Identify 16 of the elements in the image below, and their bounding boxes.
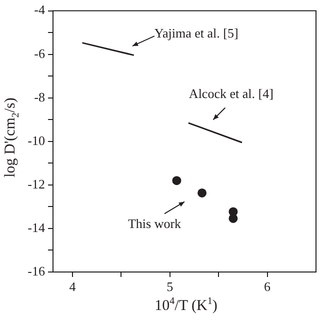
annotation: Yajima et al. [5] [154, 25, 238, 40]
y-tick-label: -8 [34, 89, 45, 104]
y-tick-label: -16 [28, 263, 46, 278]
y-tick-label: -12 [28, 176, 45, 192]
annotation: Alcock et al. [4] [188, 86, 274, 102]
y-tick-label: -6 [34, 46, 46, 61]
x-tick-label: 5 [166, 279, 174, 294]
y-tick-label: -10 [28, 132, 45, 148]
y-tick-label: -4 [34, 2, 46, 18]
x-axis-title: 10$^{4}$/T (K$^{1}$) [154, 296, 218, 315]
annotation: This work [128, 216, 182, 232]
point [172, 176, 182, 186]
x-tick-label: 4 [69, 279, 76, 294]
point [198, 188, 207, 198]
y-tick-label: -14 [28, 220, 46, 235]
x-tick-label: 6 [264, 279, 272, 294]
